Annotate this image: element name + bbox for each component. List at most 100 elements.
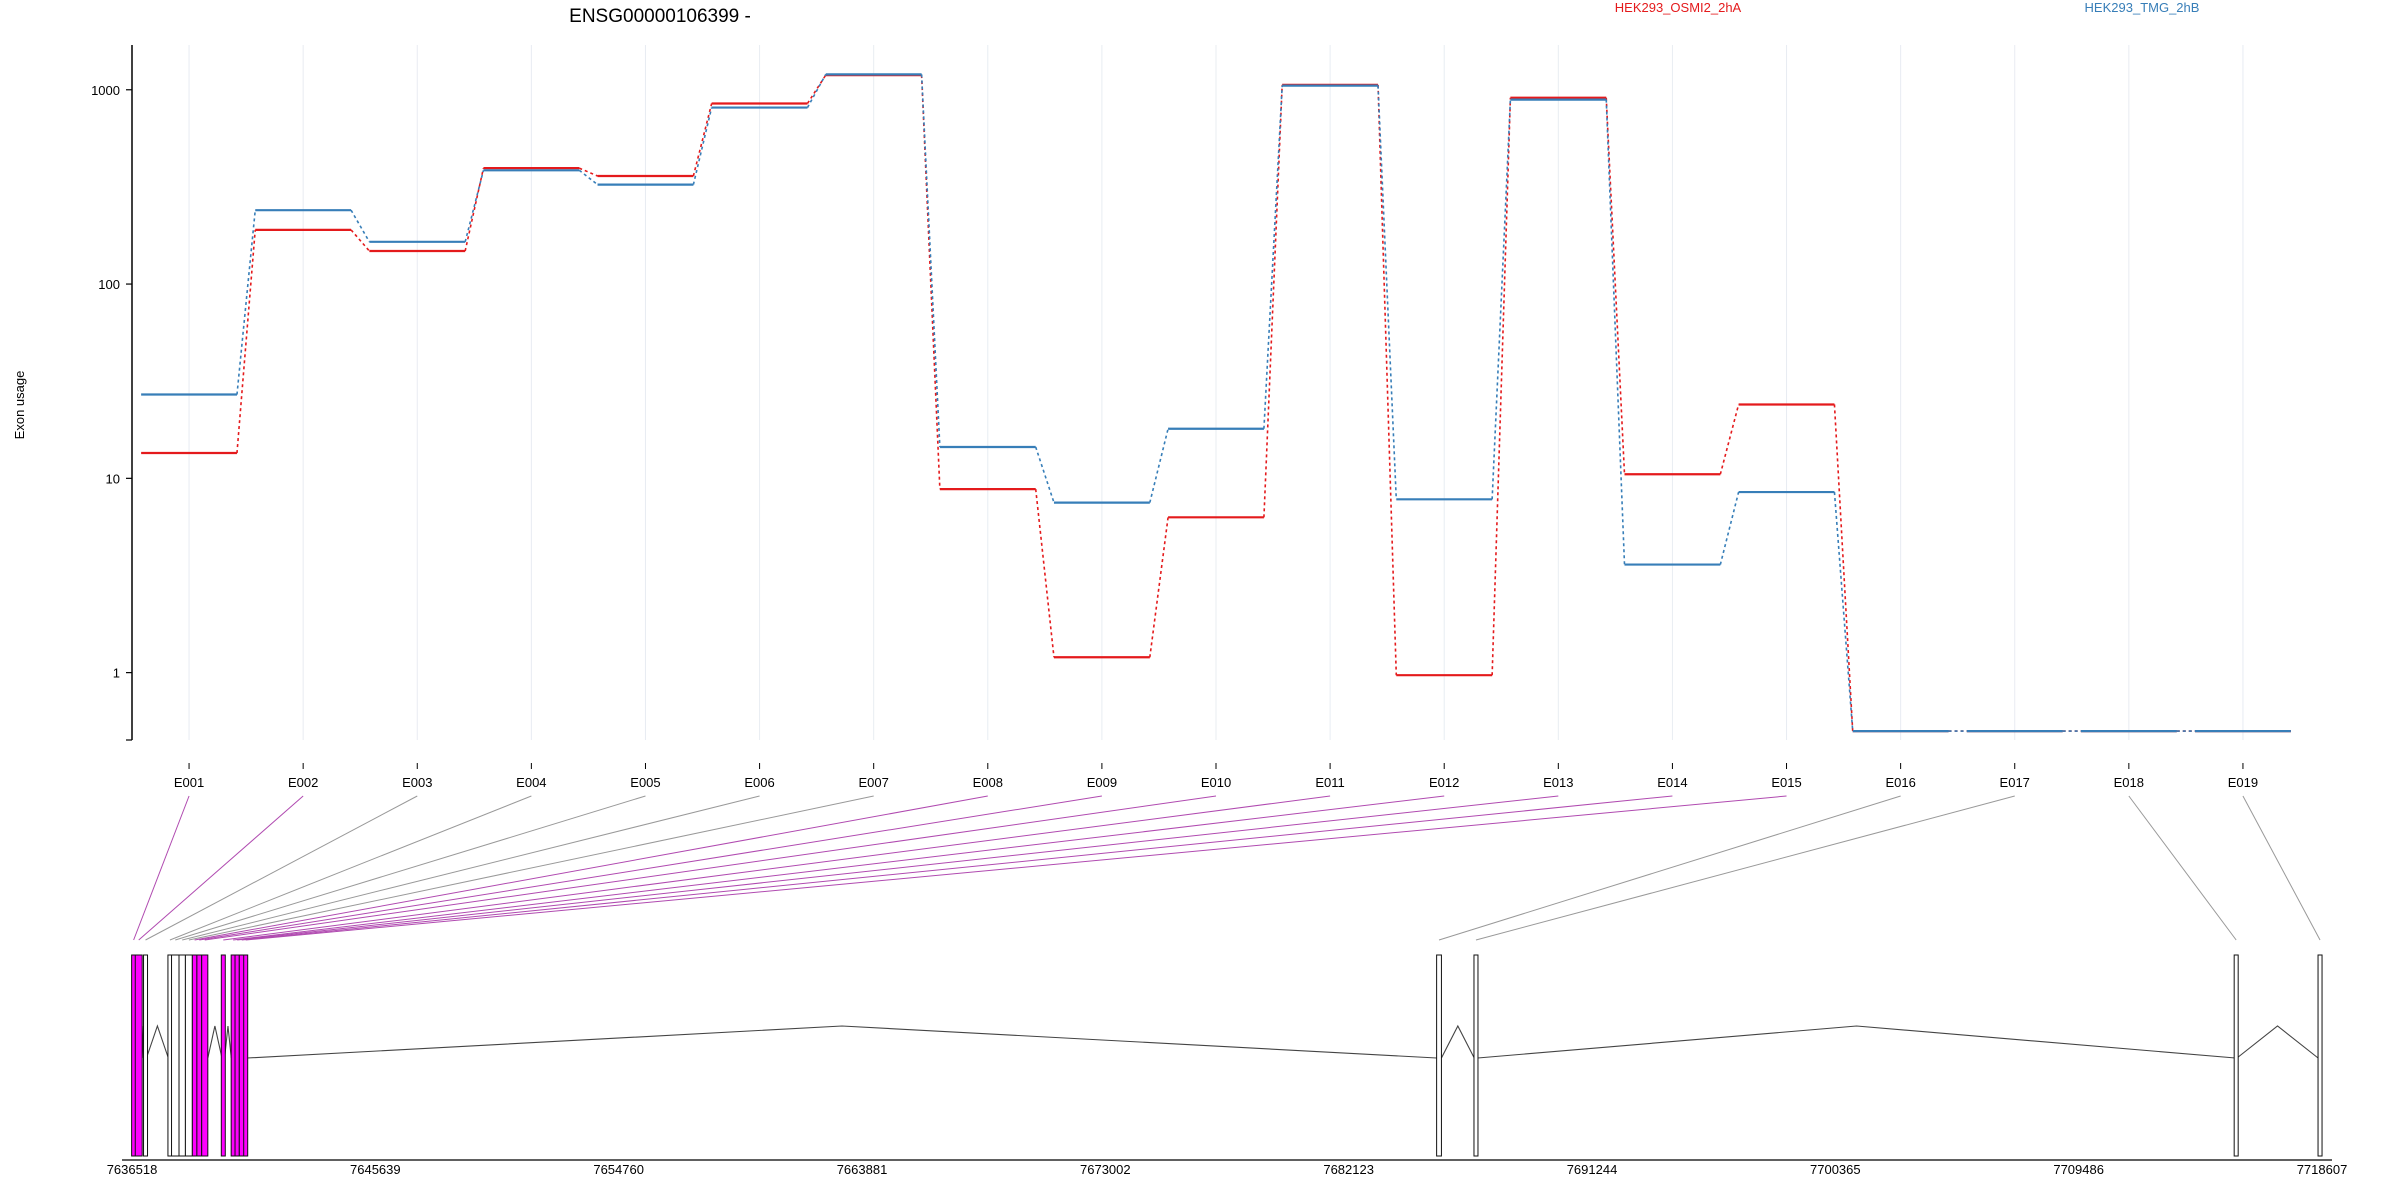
series-0-step-E004 xyxy=(578,167,598,177)
series-layer xyxy=(141,73,2291,733)
y-tick-label-1: 1 xyxy=(113,666,120,681)
exon-box-E003 xyxy=(143,954,149,1157)
series-0-step-E003 xyxy=(464,167,485,252)
genomic-tick-label-7673002: 7673002 xyxy=(1080,1162,1131,1177)
series-1-step-E002 xyxy=(350,209,371,243)
legend-entry-tmg: HEK293_TMG_2hB xyxy=(2085,0,2200,15)
series-0-step-E010 xyxy=(1263,84,1283,518)
x-tick-label-E003: E003 xyxy=(402,775,432,790)
genomic-tick-label-7654760: 7654760 xyxy=(593,1162,644,1177)
series-0-step-E012 xyxy=(1491,97,1512,676)
series-1-step-E004 xyxy=(578,169,599,186)
series-1-step-E001 xyxy=(236,210,257,395)
y-tick-label-10: 10 xyxy=(106,471,120,486)
connector-E002 xyxy=(138,795,304,941)
connector-E004 xyxy=(169,795,532,941)
exon-box-E010 xyxy=(201,954,209,1157)
series-1-step-E005 xyxy=(692,107,713,185)
series-1-step-E007 xyxy=(920,74,941,448)
connector-E005 xyxy=(175,795,646,941)
exon-box-E011 xyxy=(220,954,226,1157)
genomic-tick-label-7700365: 7700365 xyxy=(1810,1162,1861,1177)
series-0-step-E015 xyxy=(1833,404,1854,732)
connector-E012 xyxy=(233,795,1445,941)
connector-E018 xyxy=(2128,795,2237,941)
genomic-tick-label-7636518: 7636518 xyxy=(107,1162,158,1177)
x-tick-label-E006: E006 xyxy=(744,775,774,790)
connector-E010 xyxy=(204,795,1217,941)
series-0-step-E009 xyxy=(1149,517,1169,658)
intron-E003-E004 xyxy=(145,1024,169,1059)
connector-E015 xyxy=(245,795,1787,941)
series-0-step-E011 xyxy=(1377,84,1398,676)
exon-box-E016 xyxy=(1436,954,1442,1157)
intron-E016-E017 xyxy=(1440,1024,1475,1059)
genomic-tick-label-7682123: 7682123 xyxy=(1323,1162,1374,1177)
y-tick-label-1000: 1000 xyxy=(91,83,120,98)
x-tick-label-E017: E017 xyxy=(2000,775,2030,790)
chart-title: ENSG00000106399 - xyxy=(569,6,751,27)
connector-E008 xyxy=(194,795,988,941)
connector-E007 xyxy=(188,795,874,941)
series-0-step-E002 xyxy=(350,229,370,252)
series-0-step-E005 xyxy=(692,103,713,177)
connector-E013 xyxy=(237,795,1559,941)
genomic-tick-label-7691244: 7691244 xyxy=(1567,1162,1618,1177)
x-tick-label-E005: E005 xyxy=(630,775,660,790)
vertical-gridlines xyxy=(188,45,2244,740)
exon-box-E005 xyxy=(171,954,180,1157)
x-tick-label-E015: E015 xyxy=(1771,775,1801,790)
genomic-tick-label-7718607: 7718607 xyxy=(2297,1162,2348,1177)
axes: 1 10 100 1000 E001 E002 E003 E004 E005 E006 E007 E0… xyxy=(91,45,2258,790)
exon-connector-lines xyxy=(133,795,2321,941)
series-1-step-E006 xyxy=(806,74,827,108)
series-1-step-E013 xyxy=(1605,99,1626,565)
x-tick-label-E009: E009 xyxy=(1087,775,1117,790)
connector-E001 xyxy=(133,795,190,941)
x-tick-label-E010: E010 xyxy=(1201,775,1231,790)
series-0-step-E014 xyxy=(1719,404,1740,475)
connector-E017 xyxy=(1475,795,2015,941)
connector-E009 xyxy=(199,795,1102,941)
series-1-step-E008 xyxy=(1034,446,1055,503)
y-tick-label-100: 100 xyxy=(98,277,120,292)
series-HEK293_TMG_2hB xyxy=(141,73,2291,733)
exon-box-E019 xyxy=(2317,954,2323,1157)
genomic-tick-label-7663881: 7663881 xyxy=(837,1162,888,1177)
intron-E017-E018 xyxy=(1477,1025,2236,1059)
series-1-step-E014 xyxy=(1719,491,1740,565)
connector-E019 xyxy=(2242,795,2321,941)
exon-box-E002 xyxy=(134,954,143,1157)
series-1-step-E009 xyxy=(1149,428,1169,503)
exon-box-E007 xyxy=(184,954,193,1157)
exon-box-E015 xyxy=(243,954,249,1157)
gene-model-track: 7636518 7645639 7654760 7663881 7673002 76821… xyxy=(107,954,2348,1177)
x-tick-label-E001: E001 xyxy=(174,775,204,790)
exon-box-E008 xyxy=(191,954,198,1157)
series-0-step-E001 xyxy=(236,229,257,454)
exon-box-E009 xyxy=(196,954,203,1157)
connector-E016 xyxy=(1438,795,1901,941)
series-1-step-E015 xyxy=(1833,491,1854,732)
exon-box-E006 xyxy=(178,954,186,1157)
x-tick-label-E004: E004 xyxy=(516,775,546,790)
genomic-tick-label-7645639: 7645639 xyxy=(350,1162,401,1177)
connector-E011 xyxy=(223,795,1331,941)
series-1-step-E003 xyxy=(464,170,485,243)
genomic-tick-label-7709486: 7709486 xyxy=(2053,1162,2104,1177)
intron-E018-E019 xyxy=(2236,1025,2319,1059)
x-tick-label-E018: E018 xyxy=(2114,775,2144,790)
x-tick-label-E002: E002 xyxy=(288,775,318,790)
x-tick-label-E012: E012 xyxy=(1429,775,1459,790)
series-1-step-E012 xyxy=(1491,99,1512,500)
x-tick-label-E008: E008 xyxy=(973,775,1003,790)
series-1-step-E011 xyxy=(1377,85,1398,500)
x-tick-label-E014: E014 xyxy=(1657,775,1687,790)
x-tick-label-E016: E016 xyxy=(1885,775,1915,790)
x-tick-label-E013: E013 xyxy=(1543,775,1573,790)
x-tick-label-E011: E011 xyxy=(1315,775,1344,790)
series-1-step-E010 xyxy=(1263,85,1283,429)
legend-entry-osmi2: HEK293_OSMI2_2hA xyxy=(1615,0,1742,15)
